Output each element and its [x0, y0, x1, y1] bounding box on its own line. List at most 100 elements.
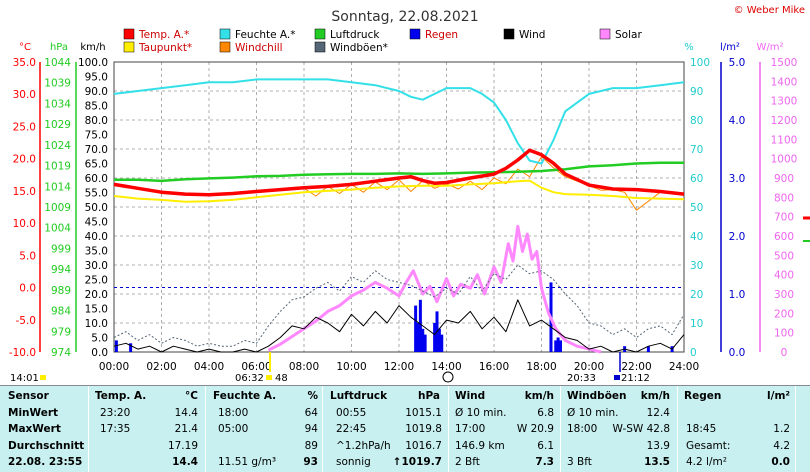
stats-wind-time: 17:00 [455, 423, 486, 435]
stats-row-label: MaxWert [8, 423, 61, 435]
legend-label-4: Wind [519, 29, 545, 41]
legend-swatch-7 [219, 41, 231, 53]
stats-press-time: ^1.2hPa/h [336, 439, 391, 452]
series-line-windböen [113, 264, 685, 347]
stats-temp-time: 23:20 [100, 406, 131, 419]
stats-hum-value: 93 [303, 456, 318, 468]
wind-tick-13: 35.0 [85, 246, 108, 258]
stats-rain-time: Gesamt: [686, 439, 731, 452]
solar-tick-1: 1400 [771, 76, 798, 88]
humidity-tick-4: 60 [690, 173, 703, 185]
wind-tick-6: 70.0 [85, 144, 108, 156]
stats-rain-value: 1.2 [773, 423, 790, 435]
stats-temp-value: 14.4 [174, 406, 198, 419]
rain-unit: l/m² [720, 42, 740, 53]
stats-wind-value: 6.1 [537, 439, 554, 452]
stats-gust-value: 13.5 [644, 456, 670, 468]
stats-gust-value: W-SW 42.8 [612, 423, 670, 435]
rain-bar [556, 337, 560, 352]
rain-bar [554, 340, 558, 352]
series-line-wind [113, 299, 685, 353]
stats-row-label: MinWert [8, 406, 59, 419]
rain-tick-1: 4.0 [729, 115, 746, 127]
stats-temp-value: 17.19 [167, 439, 198, 452]
temp-tick-3: 20.0 [13, 154, 36, 166]
solar-tick-10: 500 [774, 250, 794, 262]
stats-separator [677, 386, 678, 472]
pressure-tick-7: 1009 [44, 202, 71, 214]
pressure-tick-6: 1014 [44, 181, 71, 193]
wind-tick-20: 0.0 [91, 347, 108, 359]
pressure-tick-13: 979 [51, 326, 71, 338]
rain-bar [437, 328, 441, 352]
stats-header-hum-unit: % [307, 390, 318, 402]
moon-time: 21:12 [621, 373, 650, 384]
temp-tick-6: 5.0 [19, 250, 36, 262]
stats-hum-time: 18:00 [218, 406, 249, 419]
wind-tick-15: 25.0 [85, 275, 108, 287]
humidity-tick-1: 90 [690, 86, 703, 98]
stats-header-gust-unit: km/h [640, 390, 670, 402]
stats-header-press-unit: hPa [418, 390, 440, 402]
series-line-luftdruck [114, 161, 684, 183]
solar-unit: W/m² [756, 42, 783, 53]
stats-press-value: 1015.1 [405, 406, 442, 419]
pressure-unit: hPa [50, 42, 68, 53]
rain-bar [559, 340, 562, 352]
pressure-tick-11: 989 [51, 285, 71, 297]
solar-tick-9: 600 [774, 231, 794, 243]
stats-hum-value: 64 [304, 406, 318, 419]
stats-gust-time: 3 Bft [567, 456, 592, 468]
humidity-tick-10: 0 [690, 347, 697, 359]
temp-tick-1: 30.0 [13, 89, 36, 101]
solar-tick-13: 200 [774, 308, 794, 320]
stats-separator [205, 386, 206, 472]
pressure-tick-3: 1029 [44, 119, 71, 131]
stats-gust-time: Ø 10 min. [567, 406, 619, 419]
stats-separator [795, 386, 796, 472]
x-tick-8: 16:00 [479, 361, 509, 373]
stats-temp-time: 17:35 [100, 423, 131, 435]
humidity-tick-2: 80 [690, 115, 703, 127]
rain-bar [416, 323, 420, 352]
wind-tick-4: 80.0 [85, 115, 108, 127]
noon-marker [40, 375, 46, 380]
wind-tick-0: 100.0 [78, 57, 108, 69]
wind-tick-3: 85.0 [85, 101, 108, 113]
x-tick-11: 22:00 [621, 361, 651, 373]
legend-swatch-8 [314, 41, 326, 53]
pressure-tick-1: 1039 [44, 78, 71, 90]
stats-rain-value: 0.0 [771, 456, 790, 468]
solar-tick-2: 1300 [771, 96, 798, 108]
rain-bar [129, 343, 133, 352]
series-line-taupunkt [113, 179, 685, 203]
wind-tick-18: 10.0 [85, 318, 108, 330]
rain-tick-4: 1.0 [729, 289, 746, 301]
solar-tick-0: 1500 [771, 57, 798, 69]
stats-header-wind-unit: km/h [524, 390, 554, 402]
humidity-tick-8: 20 [690, 289, 703, 301]
wind-tick-17: 15.0 [85, 304, 108, 316]
stats-header-rain-unit: l/m² [767, 390, 790, 402]
stats-header-rain: Regen [684, 390, 722, 402]
humidity-tick-7: 30 [690, 260, 703, 272]
legend-swatch-4 [503, 28, 515, 40]
legend-label-6: Taupunkt* [138, 42, 192, 54]
rain-bar [440, 334, 444, 352]
stats-wind-value: W 20.9 [516, 423, 554, 435]
stats-row-label: 22.08. 23:55 [8, 456, 83, 468]
stats-rain-time: 4.2 l/m² [686, 456, 727, 468]
x-tick-7: 14:00 [431, 361, 461, 373]
x-tick-9: 18:00 [526, 361, 556, 373]
legend-swatch-1 [219, 28, 231, 40]
wind-tick-5: 75.0 [85, 130, 108, 142]
solar-tick-11: 400 [774, 270, 794, 282]
pressure-tick-0: 1044 [44, 57, 71, 69]
stats-header-wind: Wind [455, 390, 486, 402]
stats-temp-value: 14.4 [172, 456, 198, 468]
stats-separator [448, 386, 449, 472]
stats-hum-value: 94 [304, 423, 318, 435]
legend-swatch-5 [599, 28, 611, 40]
rain-bar [433, 323, 437, 352]
stats-header-temp: Temp. A. [95, 390, 147, 402]
